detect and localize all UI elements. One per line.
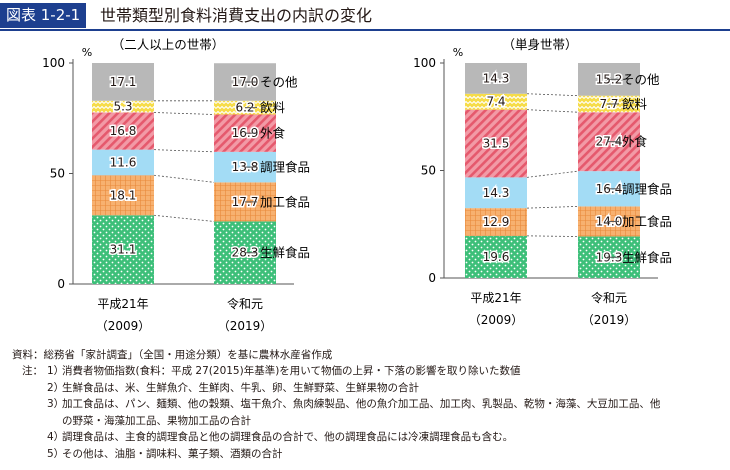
chart-two-plus-household: （二人以上の世帯）% 0 50 100 31.1 18.1 11.6 16.8 5.3 17.1 平… (42, 37, 310, 333)
chart-subtitle: （単身世帯） (502, 37, 577, 52)
segment-connector (153, 214, 215, 222)
title-underline (0, 29, 730, 31)
legend-label-fresh: 生鮮食品 (260, 245, 310, 260)
data-label-eating-out: 16.8 (110, 124, 137, 138)
legend-label-prepared: 調理食品 (622, 181, 672, 196)
data-label-prepared: 14.3 (483, 186, 510, 200)
y-tick-label: 50 (421, 164, 436, 178)
bar-segment-fresh (92, 215, 154, 284)
data-label-prepared: 11.6 (110, 155, 137, 169)
legend-label-eating-out: 外食 (622, 134, 648, 149)
data-label-other: 14.3 (483, 71, 510, 85)
data-label-processed: 12.9 (483, 215, 510, 229)
data-label-beverage: 7.4 (486, 95, 505, 109)
bar-segment-eating-out (465, 109, 527, 178)
y-tick-label: 100 (413, 56, 436, 70)
bar-segment-processed (465, 208, 527, 236)
x-category-year: （2019） (582, 313, 637, 327)
data-label-eating-out: 31.5 (483, 137, 510, 151)
bar-segment-beverage (465, 93, 527, 110)
data-label-other: 17.1 (110, 75, 137, 89)
y-tick-label: 50 (50, 167, 65, 181)
data-label-fresh: 31.1 (110, 243, 137, 257)
note-number: 1） (47, 365, 65, 377)
figure-label: 図表 1-2-1 (0, 3, 87, 28)
legend-label-other: その他 (622, 72, 660, 87)
figure-header: 図表 1-2-1 世帯類型別食料消費支出の内訳の変化 (0, 0, 730, 31)
segment-connector (526, 206, 579, 209)
note-text: その他は、油脂・調味料、菓子類、酒類の合計 (62, 447, 283, 460)
y-tick-label: 100 (42, 56, 65, 70)
bar-segment-beverage (92, 100, 154, 113)
note-text: の野菜・海藻加工品、果物加工品の合計 (62, 414, 251, 427)
note-number: 2） (47, 381, 65, 394)
x-category-year: （2019） (218, 319, 273, 333)
note-number: 4） (47, 431, 65, 443)
bar-segment-fresh (465, 235, 527, 278)
bar-segment-prepared (92, 149, 154, 176)
segment-connector (153, 149, 215, 153)
note-text: 調理食品は、主食的調理食品と他の調理食品の合計で、他の調理食品には冷凍調理食品も… (62, 431, 514, 443)
x-category-label: 平成21年 (470, 291, 521, 305)
note-number: 5） (47, 447, 65, 460)
legend-label-beverage: 飲料 (622, 96, 648, 111)
note-text: 生鮮食品は、米、生鮮魚介、生鮮肉、牛乳、卵、生鮮野菜、生鮮果物の合計 (62, 381, 419, 394)
legend-label-beverage: 飲料 (260, 100, 286, 115)
data-label-beverage: 5.3 (113, 100, 132, 114)
x-category-label: 令和元 (227, 296, 263, 311)
note-text: 加工食品は、パン、麺類、他の穀類、塩干魚介、魚肉練製品、他の魚介加工品、加工肉、… (62, 398, 661, 410)
y-unit-label: % (82, 46, 92, 59)
chart-single-household: （単身世帯）% 0 50 100 19.6 12.9 14.3 31.5 7.4 14.3 平成21… (413, 37, 672, 327)
segment-connector (153, 112, 215, 115)
bar-segment-prepared (465, 177, 527, 209)
note-number: 3） (47, 398, 65, 410)
segment-connector (526, 93, 579, 97)
note-text: 消費者物価指数(食料：平成 27(2015)年基準)を用いて物価の上昇・下落の影… (62, 365, 521, 377)
figure-title: 世帯類型別食料消費支出の内訳の変化 (100, 6, 373, 25)
note-label: 注： (22, 365, 43, 377)
data-label-processed: 18.1 (110, 188, 137, 202)
segment-connector (526, 170, 579, 178)
legend-label-prepared: 調理食品 (260, 160, 310, 175)
y-unit-label: % (453, 46, 463, 59)
legend-label-processed: 加工食品 (622, 214, 672, 229)
legend-label-eating-out: 外食 (260, 126, 286, 141)
bar-segment-other (465, 63, 527, 94)
x-category-year: （2009） (469, 313, 524, 327)
charts-area: （二人以上の世帯）% 0 50 100 31.1 18.1 11.6 16.8 5.3 17.1 平… (42, 37, 672, 333)
data-label-fresh: 19.6 (483, 250, 510, 264)
segment-connector (526, 109, 579, 113)
chart-subtitle: （二人以上の世帯） (112, 37, 225, 52)
legend-label-processed: 加工食品 (260, 194, 310, 209)
segment-connector (153, 174, 215, 183)
segment-connector (526, 235, 579, 237)
x-category-label: 平成21年 (97, 297, 148, 311)
y-tick-label: 0 (57, 277, 65, 291)
bar-segment-other (92, 63, 154, 101)
y-tick-label: 0 (428, 271, 436, 285)
x-category-label: 令和元 (591, 290, 627, 305)
legend-label-other: その他 (260, 75, 298, 90)
x-category-year: （2009） (96, 319, 151, 333)
bar-segment-processed (92, 175, 154, 216)
legend-label-fresh: 生鮮食品 (622, 250, 672, 265)
bar-segment-eating-out (92, 112, 154, 150)
source-note: 資料：総務省「家計調査」（全国・用途分類）を基に農林水産省作成 (12, 349, 333, 361)
